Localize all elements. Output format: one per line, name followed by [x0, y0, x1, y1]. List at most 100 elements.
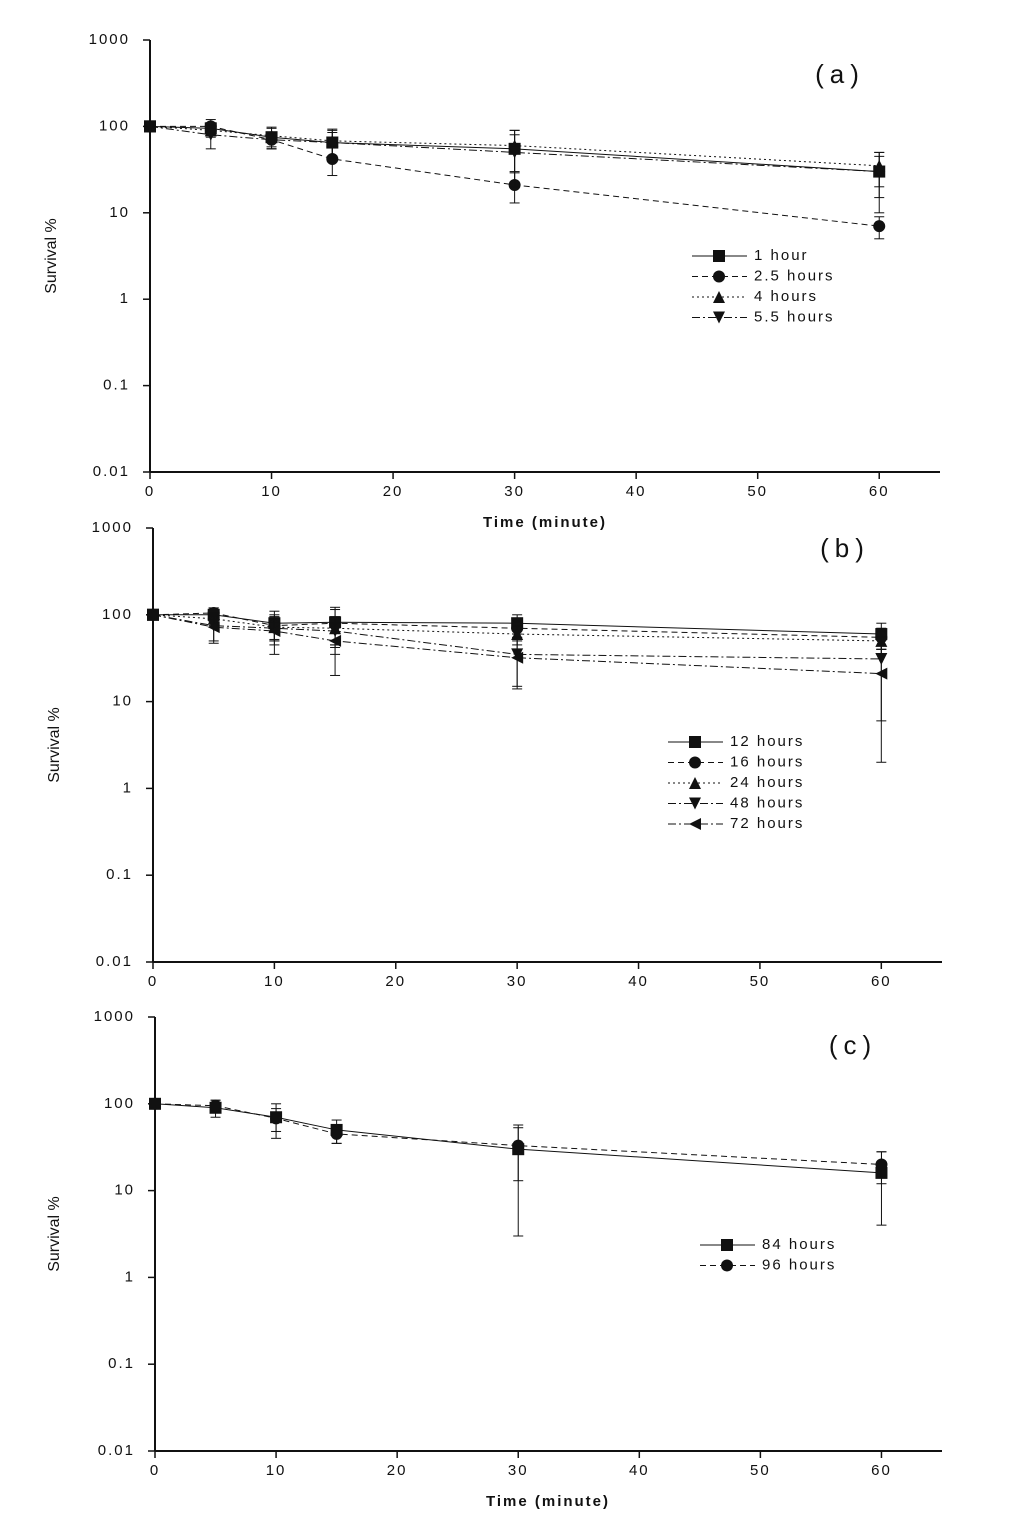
legend-label: 96 hours [762, 1256, 836, 1273]
x-tick-label: 0 [145, 483, 155, 500]
x-tick-label: 20 [383, 483, 404, 500]
legend-marker [721, 1259, 733, 1272]
y-tick-label: 0.1 [103, 377, 130, 394]
legend-label: 2.5 hours [754, 267, 835, 284]
y-tick-label: 100 [104, 1095, 135, 1112]
panel-title: (c) [829, 1030, 877, 1060]
legend-label: 4 hours [754, 288, 818, 305]
marker [875, 1158, 888, 1171]
x-tick-label: 60 [869, 483, 890, 500]
x-tick-label: 30 [507, 973, 528, 990]
x-tick-label: 40 [626, 483, 647, 500]
x-tick-label: 50 [750, 1462, 771, 1479]
y-tick-label: 0.1 [108, 1355, 135, 1372]
x-tick-label: 50 [747, 483, 768, 500]
marker [265, 133, 278, 146]
x-tick-label: 40 [629, 1462, 650, 1479]
series-line [154, 1103, 882, 1174]
error-bar [876, 648, 887, 763]
error-bar [874, 151, 885, 214]
marker [147, 608, 159, 621]
series-line [154, 1103, 882, 1165]
marker [326, 136, 339, 149]
y-tick-label: 1 [125, 1268, 135, 1285]
error-bar [330, 622, 341, 676]
marker [511, 651, 524, 664]
legend-label: 84 hours [762, 1236, 836, 1253]
legend-marker [713, 311, 725, 324]
legend-marker [689, 756, 701, 769]
marker [873, 220, 886, 233]
y-tick-label: 0.01 [96, 953, 133, 970]
legend-label: 1 hour [754, 247, 809, 264]
y-tick-label: 0.1 [106, 866, 133, 883]
y-tick-label: 10 [112, 693, 133, 710]
y-axis-label: Survival % [46, 707, 63, 783]
x-axis-label: Time (minute) [486, 1493, 610, 1510]
series-line [152, 614, 882, 642]
y-tick-label: 100 [102, 606, 133, 623]
y-tick-label: 1 [123, 779, 133, 796]
y-tick-label: 10 [109, 204, 130, 221]
series-line [149, 125, 880, 173]
y-axis-label: Survival % [43, 218, 60, 294]
x-tick-label: 50 [750, 973, 771, 990]
series-line [152, 614, 882, 660]
x-tick-label: 0 [150, 1462, 160, 1479]
error-bar [513, 1127, 524, 1182]
x-tick-label: 40 [628, 973, 649, 990]
legend-label: 12 hours [730, 733, 804, 750]
x-tick-label: 0 [148, 973, 158, 990]
x-tick-label: 20 [385, 973, 406, 990]
legend-label: 24 hours [730, 774, 804, 791]
marker [268, 625, 281, 638]
error-bar [509, 134, 520, 188]
legend-marker [689, 797, 701, 810]
y-axis-label: Survival % [46, 1196, 63, 1272]
marker [270, 1112, 283, 1125]
x-tick-label: 20 [387, 1462, 408, 1479]
legend-marker [721, 1239, 733, 1251]
x-tick-label: 30 [504, 483, 525, 500]
legend-marker [713, 270, 725, 283]
y-tick-label: 1000 [92, 519, 133, 536]
series-line [150, 125, 880, 227]
error-bar [512, 640, 523, 690]
legend-marker [689, 818, 701, 830]
legend-marker [713, 250, 725, 262]
legend-marker [689, 736, 701, 748]
panel-title: (b) [820, 533, 870, 563]
marker [508, 146, 521, 159]
marker [512, 1139, 525, 1152]
x-tick-label: 10 [266, 1462, 287, 1479]
y-tick-label: 1 [120, 290, 130, 307]
x-tick-label: 60 [871, 1462, 892, 1479]
y-tick-label: 0.01 [93, 463, 130, 480]
legend-label: 5.5 hours [754, 308, 835, 325]
y-tick-label: 100 [99, 117, 130, 134]
marker [149, 1097, 161, 1110]
x-tick-label: 30 [508, 1462, 529, 1479]
series-line [152, 612, 882, 638]
series-line [149, 125, 880, 167]
marker [875, 667, 888, 680]
series-line [153, 614, 882, 635]
marker [209, 1099, 222, 1112]
legend-marker [713, 291, 725, 303]
x-axis-label: Time (minute) [483, 514, 607, 531]
marker [329, 634, 342, 647]
y-tick-label: 0.01 [98, 1442, 135, 1459]
series-line [152, 614, 882, 675]
x-tick-label: 10 [261, 483, 282, 500]
legend-label: 48 hours [730, 794, 804, 811]
x-tick-label: 10 [264, 973, 285, 990]
legend-marker [689, 777, 701, 789]
x-tick-label: 60 [871, 973, 892, 990]
marker [204, 128, 217, 141]
marker [144, 120, 156, 133]
legend-label: 16 hours [730, 753, 804, 770]
marker [873, 165, 886, 178]
y-tick-label: 1000 [89, 31, 130, 48]
y-tick-label: 10 [114, 1182, 135, 1199]
